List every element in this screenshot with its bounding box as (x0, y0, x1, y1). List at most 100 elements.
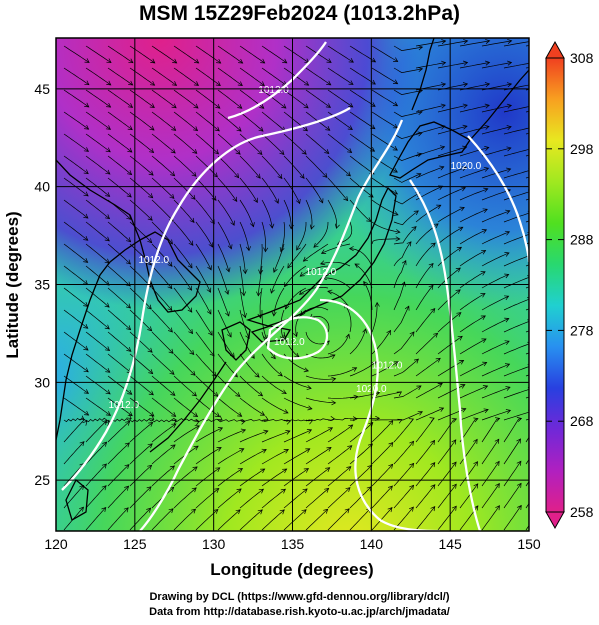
coast-shikoku (250, 325, 292, 343)
streamline (151, 89, 177, 109)
streamline-arrowhead (430, 462, 436, 468)
streamline-arrowhead (232, 196, 238, 203)
streamline (107, 177, 132, 198)
streamline-arrowhead (345, 333, 351, 339)
streamline-arrowhead (438, 407, 445, 412)
streamline (481, 439, 500, 465)
streamline (481, 274, 509, 289)
streamline (313, 221, 329, 248)
y-tick-label: 45 (34, 81, 50, 97)
streamline (437, 247, 462, 267)
streamline (239, 353, 260, 378)
streamline (327, 424, 353, 443)
streamline (85, 243, 110, 264)
streamline (349, 507, 371, 531)
streamline-arrowhead (277, 371, 283, 377)
streamline-arrowhead (235, 392, 241, 397)
streamline-arrowhead (451, 417, 458, 423)
coast-china (56, 159, 141, 441)
streamline-arrowhead (368, 421, 374, 428)
streamline (349, 111, 376, 129)
streamline-arrowhead (146, 486, 152, 492)
streamline-arrowhead (417, 67, 424, 72)
streamline-arrowhead (484, 60, 491, 66)
streamline (394, 411, 423, 421)
streamline (261, 353, 283, 377)
streamline-arrowhead (440, 124, 446, 130)
streamline-arrowhead (171, 125, 177, 131)
streamline-arrowhead (148, 369, 154, 375)
streamline (300, 265, 329, 277)
streamline (303, 243, 329, 262)
streamline-arrowhead (347, 148, 353, 153)
streamline-arrowhead (234, 173, 240, 179)
streamline-arrowhead (193, 81, 199, 86)
streamline (393, 463, 414, 487)
streamline-arrowhead (84, 410, 90, 416)
streamline (481, 295, 509, 311)
streamline-arrowhead (147, 238, 153, 244)
streamline-arrowhead (428, 284, 434, 290)
y-axis-ticks: 25 30 35 40 45 (34, 81, 50, 488)
streamline (503, 233, 529, 245)
streamline (261, 509, 285, 531)
streamline (327, 508, 350, 531)
streamline-arrowhead (455, 289, 461, 295)
streamline (415, 104, 446, 113)
streamline (239, 221, 250, 251)
streamline-arrowhead (213, 509, 219, 514)
streamline (349, 422, 374, 443)
streamline-arrowhead (484, 103, 490, 109)
streamline (195, 488, 220, 509)
streamline-arrowhead (147, 464, 153, 470)
streamline (151, 417, 177, 423)
streamline-arrowhead (249, 222, 255, 228)
streamline-arrowhead (320, 260, 326, 266)
streamline-arrowhead (430, 242, 436, 248)
streamline (129, 507, 151, 531)
streamline (349, 248, 373, 267)
streamline (283, 509, 307, 531)
streamline (437, 312, 462, 333)
streamline (525, 45, 529, 47)
streamline (481, 252, 510, 267)
streamline-arrowhead (256, 291, 262, 297)
colorbar-min-arrow (545, 511, 565, 530)
streamline-arrowhead (480, 315, 486, 320)
streamline-arrowhead (106, 102, 112, 108)
streamline (415, 125, 445, 135)
streamline-arrowhead (505, 209, 511, 215)
streamline-arrowhead (462, 103, 468, 109)
streamline-arrowhead (395, 229, 401, 235)
streamline (393, 132, 422, 139)
streamline-arrowhead (229, 352, 235, 358)
streamline (107, 397, 133, 416)
coast-sakhalin (411, 38, 435, 111)
streamline-arrowhead (270, 288, 275, 294)
streamline (217, 468, 243, 487)
x-tick-label: 130 (202, 536, 226, 552)
streamline-arrowhead (214, 149, 220, 155)
streamline-arrowhead (330, 354, 336, 359)
streamline (481, 505, 500, 531)
streamline (343, 303, 352, 333)
streamline-arrowhead (433, 332, 439, 338)
x-tick-label: 125 (123, 536, 147, 552)
streamline (459, 167, 489, 179)
streamline-arrowhead (347, 445, 353, 451)
streamline-arrowhead (147, 347, 153, 353)
streamline-arrowhead (187, 307, 193, 313)
streamline (261, 67, 287, 86)
streamline (415, 166, 444, 179)
streamline-arrowhead (318, 198, 324, 204)
streamline-arrowhead (257, 509, 263, 515)
streamline-arrowhead (236, 488, 242, 494)
streamline-arrowhead (462, 82, 469, 88)
streamline-arrowhead (283, 409, 289, 414)
streamline-arrowhead (327, 289, 333, 295)
streamline (481, 409, 511, 421)
streamline-arrowhead (281, 103, 287, 109)
streamline-arrowhead (127, 389, 133, 395)
streamline (217, 488, 242, 509)
streamline (503, 276, 529, 289)
